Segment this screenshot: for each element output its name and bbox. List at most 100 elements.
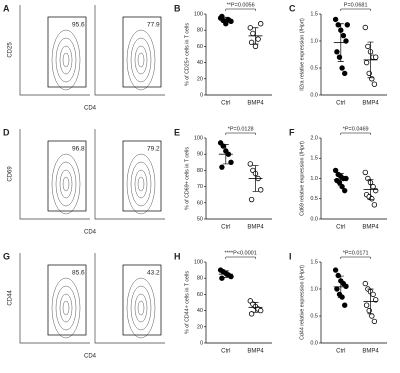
y-tick-label: 100 [194,135,203,141]
y-tick-label: 60 [197,44,203,50]
y-tick-label: 100 [194,11,203,17]
data-point [247,25,253,31]
data-point [335,22,341,28]
x-tick-label: BMP4 [362,101,379,107]
y-tick-label: 40 [197,308,203,314]
y-tick-label: 1.0 [310,176,318,182]
error-bar [337,23,344,62]
data-point [219,13,225,20]
y-tick-label: 20 [197,76,203,82]
contour [134,293,148,323]
data-point [228,18,234,24]
y-axis-label: % of CD44+ cells in T cells [184,271,190,334]
plot-frame [94,253,165,344]
y-axis-label: Il2ra relative expression (/Hprt) [299,18,305,91]
x-tick-label: Ctrl [336,101,345,107]
data-point [365,43,371,50]
data-point [363,59,370,66]
y-tick-label: 1.5 [310,259,318,265]
data-point [258,187,264,193]
gate-value: 95.6 [72,22,85,29]
y-tick-label: 50 [197,216,203,222]
data-point [248,39,255,46]
data-point [369,313,375,319]
data-point [332,267,339,273]
gate [122,140,162,212]
error-bar [367,288,374,315]
error-bar [367,178,374,200]
data-point [340,32,347,39]
gate [122,16,162,88]
data-point [334,49,340,55]
x-tick-label: BMP4 [362,225,379,231]
data-point [343,283,349,289]
data-point [248,311,255,317]
data-point [362,169,368,176]
plot-frame [19,5,90,96]
data-point [343,38,349,44]
gate [122,264,162,336]
y-tick-label: 1.0 [310,286,318,292]
y-axis-label: CD44 [8,290,14,306]
gate-value: 96.8 [72,146,85,153]
data-point [258,307,264,314]
y-tick-label: 70 [197,184,203,190]
plot-frame [94,129,165,220]
y-tick-label: 80 [197,276,203,282]
panel-label: I [289,251,292,261]
error-bar [222,16,229,23]
y-tick-label: 60 [197,292,203,298]
contour [62,176,70,192]
y-tick-label: 0.5 [310,196,318,202]
y-tick-label: 0.5 [310,65,318,71]
data-point [370,291,376,298]
contour [55,37,77,83]
x-tick-label: Ctrl [336,349,345,355]
bracket [340,256,371,259]
y-tick-label: 0 [200,92,203,98]
panel-label: H [174,251,181,261]
y-tick-label: 90 [197,152,203,158]
y-axis-label: CD25 [8,42,14,58]
data-point [342,70,348,77]
data-point [258,21,264,27]
annotation: *P=0.0128 [228,126,254,132]
contour [59,169,73,199]
x-tick-label: Ctrl [221,349,230,355]
contour [134,169,148,199]
error-bar [337,275,344,298]
error-bar [252,165,259,192]
data-point [371,81,378,87]
annotation: **P=0.0056 [227,2,255,8]
plot-frame [19,253,90,344]
contour [130,161,152,207]
gate [47,140,87,212]
data-point [219,164,225,170]
bracket [225,132,256,135]
contour [126,153,156,215]
contour [51,277,81,339]
data-point [248,196,255,203]
y-axis-label: Cd69 relative expression (/Hprt) [299,141,305,216]
gate-value: 85.6 [72,270,85,277]
y-axis-label: Cd44 relative expression (/Hprt) [299,265,305,340]
panel-label: G [3,251,10,261]
data-point [373,297,379,303]
y-axis-label: % of CD25+ cells in T cells [184,23,190,86]
data-point [371,202,378,208]
contour [134,45,148,75]
contour [126,277,156,339]
y-tick-label: 40 [197,60,203,66]
y-tick-label: 0.0 [310,340,318,346]
y-tick-label: 0 [200,340,203,346]
annotation: P=0.0681 [344,2,368,8]
error-bar [337,173,344,187]
y-tick-label: 20 [197,324,203,330]
panel-label: F [289,127,295,137]
data-point [342,187,348,194]
data-point [342,302,348,308]
gate-value: 77.9 [147,22,160,29]
y-tick-label: 1.0 [310,38,318,44]
y-tick-label: 0.5 [310,313,318,319]
